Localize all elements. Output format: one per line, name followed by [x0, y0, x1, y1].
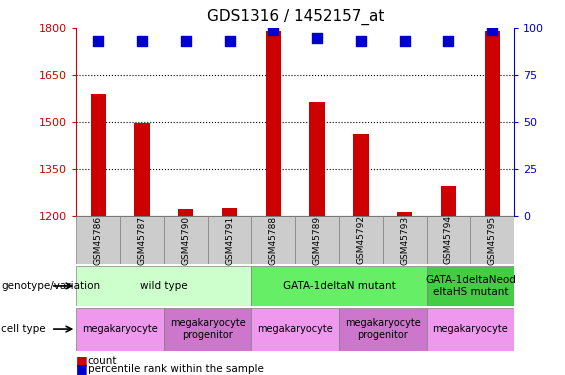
Bar: [427, 266, 514, 306]
Bar: [339, 308, 427, 351]
Bar: [222, 208, 237, 216]
Point: [181, 38, 190, 44]
Bar: [76, 216, 120, 264]
Bar: [441, 186, 456, 216]
Bar: [251, 216, 295, 264]
Bar: [251, 308, 339, 351]
Bar: [90, 94, 106, 216]
Bar: [310, 102, 325, 216]
Bar: [178, 209, 193, 216]
Text: GATA-1deltaNeod
eltaHS mutant: GATA-1deltaNeod eltaHS mutant: [425, 275, 516, 297]
Bar: [427, 308, 514, 351]
Bar: [164, 216, 208, 264]
Bar: [295, 216, 339, 264]
Text: ■: ■: [76, 354, 88, 367]
Text: count: count: [88, 356, 117, 366]
Text: megakaryocyte: megakaryocyte: [432, 324, 508, 334]
Bar: [427, 216, 470, 264]
Bar: [164, 308, 251, 351]
Bar: [339, 216, 383, 264]
Text: cell type: cell type: [1, 324, 46, 334]
Text: GSM45786: GSM45786: [94, 215, 103, 265]
Text: wild type: wild type: [140, 281, 188, 291]
Point: [357, 38, 366, 44]
Point: [488, 27, 497, 33]
Text: GSM45790: GSM45790: [181, 215, 190, 265]
Bar: [134, 123, 150, 216]
Point: [269, 27, 278, 33]
Bar: [397, 212, 412, 216]
Text: percentile rank within the sample: percentile rank within the sample: [88, 364, 263, 374]
Bar: [485, 31, 500, 216]
Bar: [208, 216, 251, 264]
Point: [400, 38, 409, 44]
Text: GSM45794: GSM45794: [444, 216, 453, 264]
Bar: [76, 266, 251, 306]
Text: GSM45788: GSM45788: [269, 215, 278, 265]
Bar: [470, 216, 514, 264]
Text: genotype/variation: genotype/variation: [1, 281, 100, 291]
Bar: [76, 308, 164, 351]
Point: [225, 38, 234, 44]
Text: GSM45793: GSM45793: [400, 215, 409, 265]
Text: GATA-1deltaN mutant: GATA-1deltaN mutant: [282, 281, 396, 291]
Text: GSM45789: GSM45789: [312, 215, 321, 265]
Point: [94, 38, 103, 44]
Title: GDS1316 / 1452157_at: GDS1316 / 1452157_at: [207, 9, 384, 26]
Point: [137, 38, 146, 44]
Bar: [251, 266, 427, 306]
Bar: [266, 31, 281, 216]
Bar: [383, 216, 427, 264]
Point: [444, 38, 453, 44]
Text: megakaryocyte
progenitor: megakaryocyte progenitor: [345, 318, 421, 340]
Text: GSM45791: GSM45791: [225, 215, 234, 265]
Text: GSM45792: GSM45792: [357, 216, 366, 264]
Text: megakaryocyte: megakaryocyte: [257, 324, 333, 334]
Text: ■: ■: [76, 363, 88, 375]
Bar: [353, 134, 368, 216]
Point: [312, 34, 321, 40]
Text: megakaryocyte: megakaryocyte: [82, 324, 158, 334]
Bar: [120, 216, 164, 264]
Text: GSM45787: GSM45787: [137, 215, 146, 265]
Text: GSM45795: GSM45795: [488, 215, 497, 265]
Text: megakaryocyte
progenitor: megakaryocyte progenitor: [170, 318, 246, 340]
